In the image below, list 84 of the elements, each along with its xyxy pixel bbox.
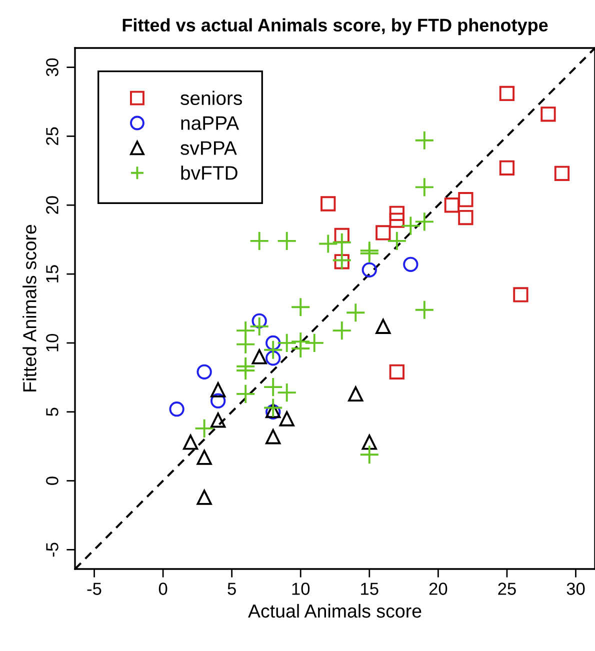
point bbox=[266, 429, 281, 444]
y-tick-label: 20 bbox=[46, 196, 58, 214]
y-tick-label: -5 bbox=[46, 542, 58, 557]
point bbox=[458, 192, 474, 208]
point bbox=[263, 398, 284, 418]
point bbox=[210, 393, 226, 408]
point bbox=[414, 130, 434, 150]
point bbox=[236, 360, 256, 381]
x-tick-label: 5 bbox=[228, 582, 236, 595]
point bbox=[169, 402, 184, 417]
point bbox=[249, 316, 270, 336]
point bbox=[414, 300, 434, 320]
y-tick-label: 0 bbox=[46, 476, 58, 485]
x-tick-label: 15 bbox=[361, 582, 378, 595]
point bbox=[540, 106, 556, 122]
point bbox=[194, 418, 214, 438]
x-tick-label: 0 bbox=[158, 582, 168, 595]
point bbox=[210, 412, 226, 428]
point bbox=[334, 254, 350, 270]
point bbox=[376, 318, 391, 334]
y-tick-label: 30 bbox=[46, 58, 58, 76]
point bbox=[263, 377, 284, 398]
point bbox=[389, 206, 404, 221]
x-tick-label: -5 bbox=[87, 582, 102, 595]
point bbox=[196, 450, 212, 465]
point bbox=[362, 262, 377, 278]
x-tick-label: 20 bbox=[429, 582, 448, 595]
point bbox=[554, 166, 570, 181]
y-tick-label: 15 bbox=[46, 265, 58, 282]
point bbox=[346, 302, 366, 323]
point bbox=[279, 411, 294, 426]
point bbox=[414, 212, 434, 232]
y-tick-label: 5 bbox=[46, 408, 58, 416]
point bbox=[332, 250, 352, 270]
y-tick-label: 25 bbox=[46, 127, 58, 145]
point bbox=[263, 340, 284, 360]
point bbox=[196, 364, 212, 380]
legend-label: svPPA bbox=[180, 141, 237, 155]
x-tick-label: 30 bbox=[566, 582, 585, 595]
point bbox=[362, 434, 377, 450]
point bbox=[236, 384, 256, 404]
point bbox=[499, 160, 515, 176]
point bbox=[359, 444, 380, 465]
point bbox=[276, 332, 297, 353]
legend-label: naPPA bbox=[181, 116, 240, 130]
point bbox=[389, 212, 404, 228]
point bbox=[276, 382, 297, 403]
point bbox=[332, 232, 352, 252]
point bbox=[318, 234, 338, 254]
point bbox=[276, 230, 297, 251]
point bbox=[210, 382, 226, 398]
point bbox=[304, 332, 324, 353]
point bbox=[414, 177, 434, 198]
point bbox=[290, 297, 311, 318]
legend-label: seniors bbox=[180, 90, 242, 106]
point bbox=[444, 198, 460, 213]
point bbox=[266, 350, 281, 366]
point bbox=[196, 490, 212, 505]
x-axis-title: Actual Animals score bbox=[248, 604, 422, 618]
point bbox=[348, 386, 364, 402]
point bbox=[499, 86, 515, 102]
point bbox=[376, 225, 391, 240]
chart-title: Fitted vs actual Animals score, by FTD phenotype bbox=[122, 18, 548, 36]
point bbox=[334, 228, 350, 244]
point bbox=[513, 287, 528, 302]
point bbox=[182, 434, 198, 450]
x-tick-label: 25 bbox=[498, 582, 516, 595]
x-tick-label: 10 bbox=[292, 582, 310, 595]
point bbox=[266, 335, 281, 351]
point bbox=[332, 320, 352, 341]
point bbox=[400, 216, 421, 236]
point bbox=[249, 230, 270, 251]
point bbox=[386, 230, 407, 251]
y-axis-title: Fitted Animals score bbox=[22, 224, 36, 392]
point bbox=[252, 349, 267, 364]
point bbox=[290, 338, 311, 358]
point bbox=[389, 364, 404, 380]
legend-label: bvFTD bbox=[181, 166, 238, 180]
point bbox=[236, 334, 256, 354]
point bbox=[320, 196, 336, 212]
y-tick-label: 10 bbox=[46, 334, 58, 352]
point bbox=[458, 210, 474, 226]
point bbox=[403, 256, 418, 272]
point bbox=[252, 313, 267, 328]
